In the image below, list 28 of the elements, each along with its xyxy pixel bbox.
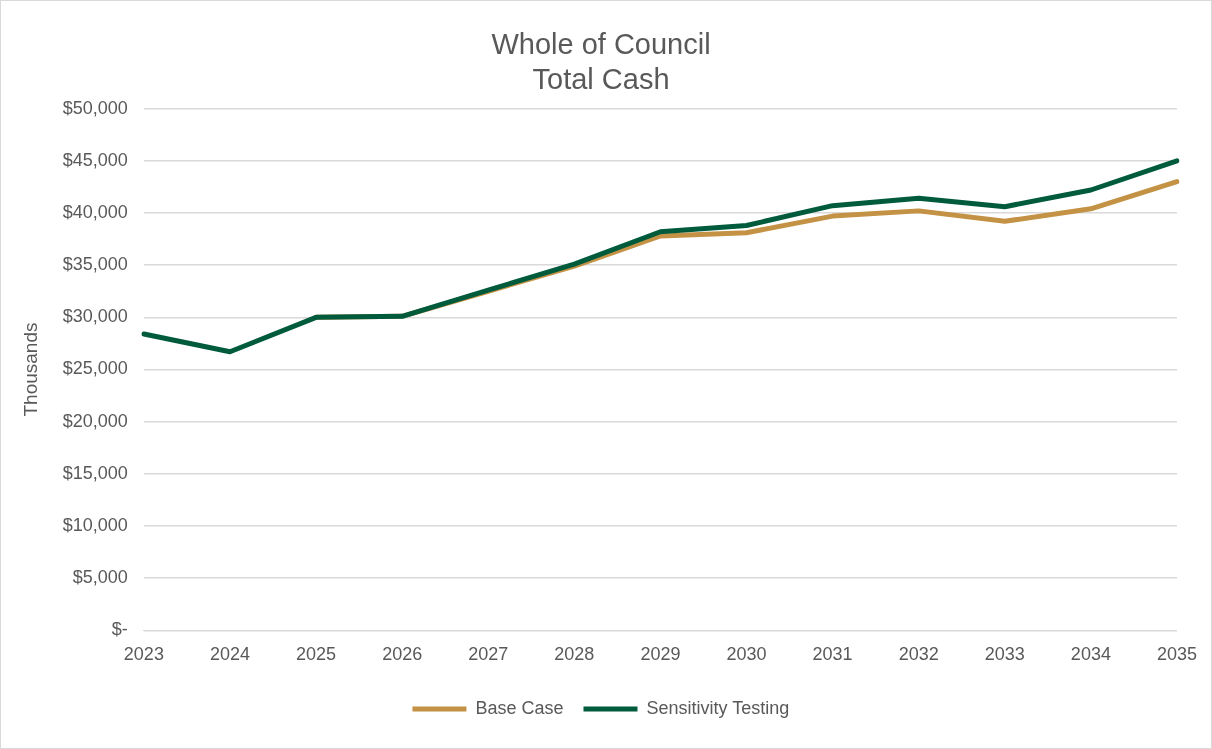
y-tick-label: $5,000 [72, 567, 128, 588]
x-tick-label: 2031 [812, 644, 853, 665]
x-tick-label: 2023 [123, 644, 164, 665]
x-tick-label: 2034 [1070, 644, 1111, 665]
legend-label: Base Case [475, 697, 564, 718]
x-tick-label: 2032 [898, 644, 939, 665]
y-tick-label: $30,000 [62, 306, 128, 327]
x-tick-label: 2027 [468, 644, 509, 665]
x-tick-label: 2024 [209, 644, 250, 665]
y-tick-label: $45,000 [62, 149, 128, 170]
y-tick-label: $15,000 [62, 462, 128, 483]
x-tick-label: 2026 [382, 644, 423, 665]
x-tick-label: 2028 [554, 644, 595, 665]
y-tick-label: $10,000 [62, 515, 128, 536]
y-tick-label: $40,000 [62, 201, 128, 222]
y-tick-label: $25,000 [62, 358, 128, 379]
x-tick-label: 2035 [1156, 644, 1197, 665]
x-tick-label: 2029 [640, 644, 681, 665]
y-tick-label: $35,000 [62, 254, 128, 275]
y-tick-label: $50,000 [62, 97, 128, 118]
y-axis-title: Thousands [19, 322, 41, 417]
x-tick-label: 2030 [726, 644, 767, 665]
x-tick-label: 2025 [296, 644, 337, 665]
y-tick-label: $- [111, 619, 128, 640]
y-tick-label: $20,000 [62, 410, 128, 431]
legend-label: Sensitivity Testing [646, 697, 790, 718]
x-tick-label: 2033 [984, 644, 1025, 665]
chart-title: Whole of Council Total Cash [491, 28, 711, 96]
